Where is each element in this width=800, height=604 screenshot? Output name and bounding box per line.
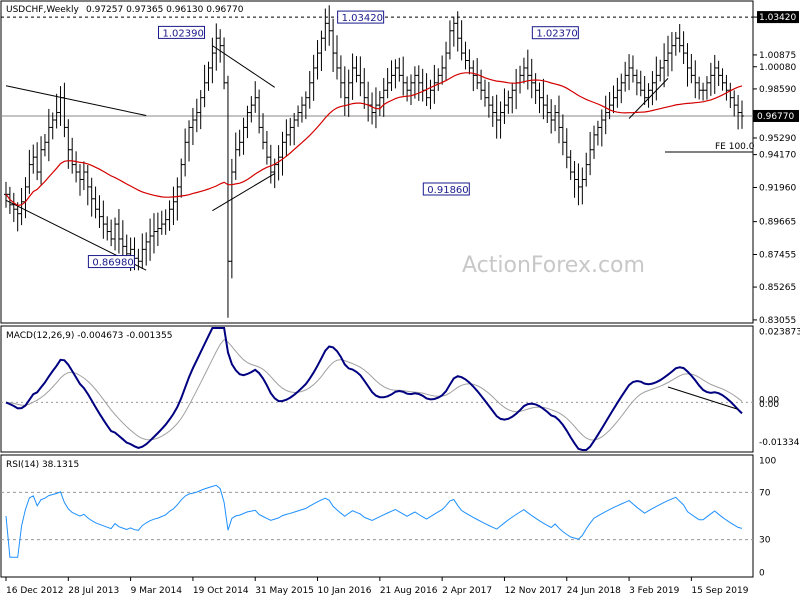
price-callout-box — [531, 26, 579, 40]
macd-axis-label: 0.00 — [759, 395, 779, 405]
price-guides — [1, 16, 753, 117]
price-callout-label: 0.86980 — [92, 258, 133, 269]
watermark: ActionForex.com — [462, 253, 645, 278]
time-axis-label: 21 Aug 2016 — [380, 586, 438, 596]
macd-trendline — [667, 386, 738, 410]
price-axis-label: 0.87455 — [759, 250, 796, 260]
price-callout-box — [157, 25, 205, 39]
rsi-guides — [1, 491, 753, 541]
macd-signal-line — [5, 338, 743, 441]
price-axis-label: 0.83055 — [759, 316, 796, 326]
time-axis-label: 9 Mar 2014 — [131, 586, 183, 596]
macd-panel-frame — [0, 325, 754, 453]
price-axis-label: 1.00080 — [759, 63, 796, 73]
price-callout-box — [337, 10, 385, 24]
time-axis-label: 3 Feb 2019 — [629, 586, 680, 596]
price-callout-label: 0.91860 — [427, 185, 468, 196]
price-callouts: 1.02390 1.03420 1.02370 0.91860 0.86980 — [87, 10, 579, 269]
moving-average-line — [5, 72, 743, 207]
trendline — [212, 45, 275, 88]
time-axis-label: 2 Apr 2017 — [442, 586, 492, 596]
time-axis-label: 28 Jul 2013 — [68, 586, 119, 596]
time-axis: 16 Dec 2012 28 Jul 2013 9 Mar 2014 19 Oct 2… — [5, 577, 749, 596]
high-price-tag — [757, 11, 799, 24]
last-price-label: 0.96770 — [757, 112, 794, 122]
rsi-axis-label: 30 — [759, 536, 771, 546]
time-axis-label: 16 Dec 2012 — [6, 586, 64, 596]
time-axis-label: 24 Jun 2018 — [567, 586, 621, 596]
price-axis-label: 0.89665 — [759, 218, 796, 228]
macd-axis: 0.023873 0.000.00 -0.013346 — [759, 327, 800, 448]
time-axis-label: 19 Oct 2014 — [193, 586, 249, 596]
price-callout-label: 1.02390 — [162, 28, 203, 39]
rsi-line — [5, 484, 743, 558]
trendline — [5, 85, 147, 117]
price-panel-frame — [0, 0, 754, 324]
price-axis-label: 0.85265 — [759, 283, 796, 293]
macd-axis-label: 0.00 — [759, 400, 779, 410]
price-callout-box — [422, 182, 470, 196]
trendline — [212, 173, 275, 212]
rsi-axis-label: 100 — [759, 457, 776, 467]
rsi-title: RSI(14) 38.1315 — [6, 460, 79, 470]
time-axis-label: 10 Jan 2016 — [318, 586, 372, 596]
rsi-axis: 100 70 30 0 — [759, 457, 776, 579]
price-axis-label: 0.95290 — [759, 134, 796, 144]
price-callout-box — [87, 255, 135, 269]
rsi-axis-label: 0 — [759, 569, 765, 579]
price-callout-label: 1.03420 — [342, 13, 383, 24]
price-callout-label: 1.02370 — [536, 29, 577, 40]
rsi-axis-label: 70 — [759, 488, 771, 498]
price-ohlc: 0.97257 0.97365 0.96130 0.96770 — [86, 5, 244, 15]
time-axis-label: 31 May 2015 — [255, 586, 314, 596]
price-axis-label: 1.03420 — [759, 13, 796, 23]
price-axis-label: 0.94170 — [759, 151, 796, 161]
time-axis-label: 15 Sep 2019 — [691, 586, 748, 596]
macd-title: MACD(12,26,9) -0.004673 -0.001355 — [6, 331, 172, 341]
macd-line — [5, 327, 743, 451]
price-bars — [4, 5, 744, 318]
price-axis-label: 0.91960 — [759, 184, 796, 194]
rsi-panel-frame — [0, 454, 754, 578]
macd-axis-label: -0.013346 — [759, 438, 800, 448]
time-axis-label: 12 Nov 2017 — [504, 586, 562, 596]
price-axis: 1.03420 1.00875 1.00080 0.98590 0.95290 0.941… — [753, 11, 799, 326]
price-axis-label: 1.00875 — [759, 51, 796, 61]
last-price-tag — [753, 109, 799, 122]
price-title: USDCHF,Weekly — [6, 5, 79, 15]
fe-label: FE 100.0 — [715, 142, 755, 152]
macd-axis-label: 0.023873 — [759, 327, 800, 337]
price-axis-label: 0.98590 — [759, 85, 796, 95]
